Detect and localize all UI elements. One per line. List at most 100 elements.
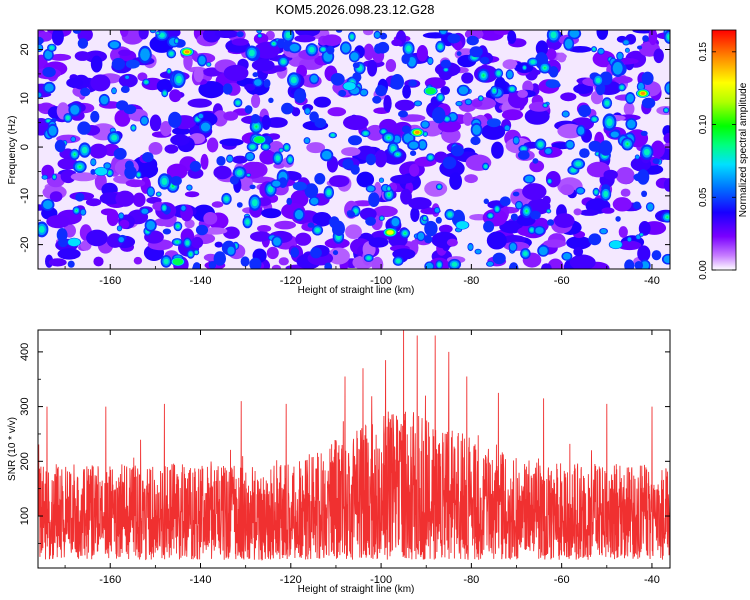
spectrogram-cell [513,137,519,144]
spectrogram-cell [544,104,547,107]
spectrogram-cell [391,217,400,227]
spectrogram-cell [214,241,223,248]
spectrogram-cell [312,212,332,227]
spectrogram-cell [176,241,179,243]
spectrogram-cell [51,30,64,46]
spectrogram-cell [388,193,390,196]
spectrogram-cell [365,216,376,226]
spectrogram-cell [573,208,582,216]
spectrogram-cell [251,114,260,124]
spectrogram-cell [440,59,452,69]
spectrogram-cell [421,121,429,128]
spectrogram-cell [293,88,307,104]
spectrogram-cell [350,34,354,39]
spectrogram-hot-spot [545,79,560,89]
spectrogram-cell [350,164,360,175]
spectrogram-cell [502,235,526,244]
spectrogram-cell [446,238,458,247]
spectrogram-cell [255,125,258,128]
spectrogram-hot-spot [414,130,420,134]
spectrogram-cell [244,105,253,114]
spectrogram-hot-spot [292,181,307,191]
spectrogram-cell [289,43,300,52]
spectrogram-cell [249,257,262,269]
snr-xtick-label: -100 [370,574,392,586]
spectrogram-cell [166,163,188,180]
colorbar-frame [711,29,737,271]
spectrogram-cell [273,237,281,246]
spectrogram-cell [304,138,310,144]
spectrogram-cell [70,172,97,182]
spectrogram-cell [236,31,244,38]
spectrogram-cell [374,32,380,38]
spectrogram-cell [447,212,453,217]
spectrogram-cell [641,71,654,86]
spectrogram-cell [177,225,179,228]
spectrogram-cell [49,53,72,61]
spectrogram-cell [257,225,272,233]
spectrogram-cell [449,172,462,190]
spectrogram-cell [156,79,173,93]
spectrogram-cell [493,30,512,36]
spectrogram-cell [330,73,345,86]
spectrogram-cell [601,207,615,214]
spectrogram-xtick-label: -160 [99,275,121,287]
spectrogram-cell [635,155,640,159]
spectrogram-cell [53,176,55,178]
spectrogram-cell [524,175,534,183]
spectrogram-cell [307,222,315,228]
spectrogram-cell [417,232,425,240]
spectrogram-cell [381,130,386,134]
spectrogram-cell [475,249,481,254]
spectrogram-cell [207,63,210,66]
spectrogram-cell [465,99,472,105]
spectrogram-cell [201,227,228,235]
spectrogram-cell [398,110,408,118]
spectrogram-cell [290,247,300,258]
spectrogram-cell [246,153,254,160]
spectrogram-cell [438,65,453,81]
spectrogram-cell [148,142,163,155]
spectrogram-cell [391,39,402,47]
spectrogram-cell [118,73,138,88]
spectrogram-cell [324,262,333,269]
spectrogram-ytick-label: 20 [19,43,31,55]
spectrogram-cell [368,192,380,208]
snr-ytick-label: 100 [19,507,31,525]
spectrogram-cell [198,113,204,119]
spectrogram-cell [444,68,448,71]
spectrogram-cell [239,175,253,192]
spectrogram-cell [545,48,557,61]
spectrogram-cell [481,123,506,140]
spectrogram-cell [236,169,243,176]
spectrogram-cell [471,99,483,108]
spectrogram-cell [163,91,167,95]
spectrogram-cell [104,163,111,169]
spectrogram-cell [73,153,76,156]
spectrogram-cell [603,169,618,180]
spectrogram-cell [109,41,120,49]
spectrogram-cell [483,198,489,205]
spectrogram-cell [100,95,109,105]
spectrogram-cell [543,239,567,248]
snr-xtick-label: -120 [280,574,302,586]
spectrogram-cell [146,220,156,230]
spectrogram-cell [627,237,632,242]
spectrogram-cell [541,263,552,269]
spectrogram-cell [414,101,421,106]
spectrogram-cell [588,140,602,152]
spectrogram-cell [80,209,86,215]
spectrogram-cell [404,232,406,235]
snr-ytick-label: 300 [19,397,31,415]
spectrogram-cell [90,55,103,73]
spectrogram-cell [502,59,518,70]
spectrogram-xtick-label: -140 [189,275,211,287]
spectrogram-cell [554,213,575,229]
colorbar-tick-label: 0.00 [698,260,709,280]
spectrogram-cell [408,197,432,210]
spectrogram-cell [219,138,244,146]
spectrogram-cell [154,218,170,227]
spectrogram-cell [132,126,135,130]
spectrogram-cell [612,62,623,75]
spectrogram-cell [428,58,433,64]
